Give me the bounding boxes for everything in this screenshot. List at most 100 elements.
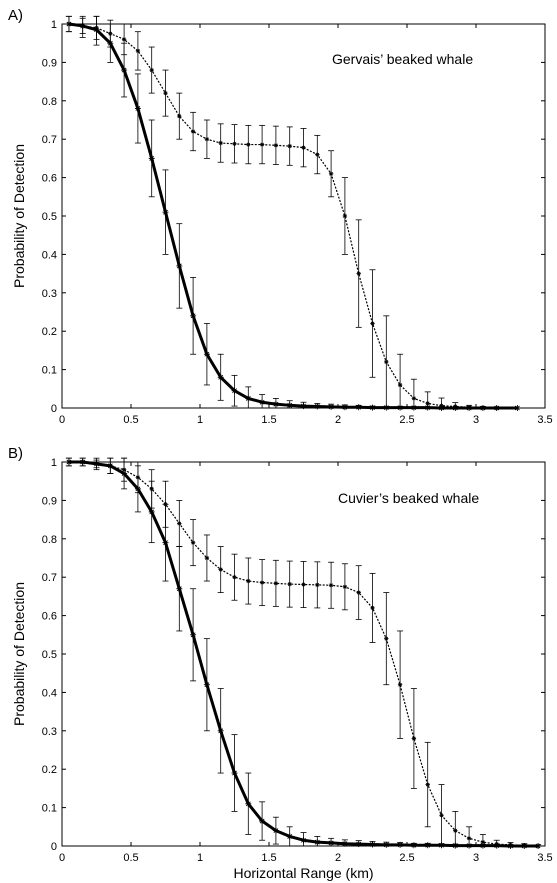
data-point — [245, 395, 252, 402]
data-point — [218, 567, 223, 572]
data-point — [466, 405, 472, 410]
data-point — [203, 351, 210, 358]
data-point — [370, 321, 375, 326]
series-line-dotted — [68, 23, 497, 409]
series-line-solid — [68, 22, 518, 410]
data-point — [287, 143, 292, 149]
x-tick-label: 1.5 — [261, 414, 276, 426]
data-point — [176, 585, 183, 592]
data-point — [163, 90, 168, 96]
data-point — [300, 403, 307, 410]
data-point — [149, 67, 154, 73]
data-point — [314, 403, 321, 410]
y-tick-label: 0.3 — [42, 288, 57, 300]
data-point — [232, 141, 237, 147]
y-tick-label: 0.1 — [42, 365, 57, 377]
data-point — [341, 404, 348, 411]
series-line-solid — [68, 460, 539, 848]
data-point — [410, 842, 417, 849]
data-point — [341, 840, 348, 847]
data-point — [370, 605, 375, 611]
series-2 — [65, 15, 500, 411]
data-point — [135, 475, 141, 480]
data-point — [246, 142, 251, 147]
data-point — [190, 129, 196, 134]
data-point — [121, 67, 128, 74]
data-point — [384, 359, 389, 365]
data-point — [301, 145, 306, 150]
data-point — [424, 842, 431, 849]
chart-panel-1: A) Gervais’ beaked whale 0 0.5 1 1.5 2 2.5 3 3.5 0… — [8, 7, 553, 426]
y-tick-label: 1 — [51, 457, 57, 469]
data-point — [355, 404, 362, 411]
data-point — [286, 402, 293, 409]
data-point — [328, 839, 335, 846]
data-point — [425, 401, 430, 406]
panel-label: B) — [8, 445, 23, 462]
data-point — [397, 382, 403, 388]
y-tick-label: 0.3 — [42, 726, 57, 738]
x-axis-label: Horizontal Range (km) — [233, 865, 373, 881]
data-point — [383, 841, 390, 848]
plot-frame — [61, 23, 546, 409]
data-point — [273, 581, 279, 586]
data-point — [231, 770, 238, 777]
y-tick-label: 0.5 — [42, 211, 57, 223]
y-tick-label: 0.6 — [42, 173, 57, 185]
data-point — [287, 581, 292, 587]
data-point — [453, 404, 458, 409]
data-point — [328, 403, 335, 410]
data-point — [204, 137, 210, 142]
x-tick-label: 1 — [197, 414, 203, 426]
y-tick-label: 0.9 — [42, 57, 57, 69]
series-1 — [65, 457, 542, 849]
y-axis-label: Probability of Detection — [11, 144, 27, 288]
data-point — [522, 843, 527, 848]
y-tick-label: 0 — [51, 403, 57, 415]
data-point — [259, 580, 265, 585]
data-point — [108, 463, 113, 469]
y-tick-label: 0.1 — [42, 803, 57, 815]
data-point — [232, 575, 237, 580]
y-tick-label: 0.6 — [42, 611, 57, 623]
data-point — [342, 213, 348, 219]
data-point — [218, 140, 223, 146]
data-point — [356, 271, 361, 276]
y-tick-label: 0.4 — [42, 687, 57, 699]
data-point — [163, 502, 168, 507]
data-point — [190, 540, 196, 545]
data-point — [480, 405, 486, 410]
data-point — [425, 782, 430, 787]
data-point — [246, 578, 251, 584]
data-point — [259, 142, 265, 147]
data-point — [80, 459, 85, 465]
y-tick-label: 0.5 — [42, 649, 57, 661]
series-2 — [65, 457, 542, 849]
y-tick-label: 0.2 — [42, 764, 57, 776]
data-point — [355, 841, 362, 848]
x-tick-label: 0 — [59, 414, 65, 426]
y-tick-label: 0.7 — [42, 134, 57, 146]
species-annotation: Cuvier’s beaked whale — [338, 490, 479, 506]
data-point — [204, 555, 210, 561]
data-point — [177, 113, 182, 119]
data-point — [342, 584, 348, 589]
x-tick-label: 0.5 — [123, 852, 138, 864]
data-point — [66, 21, 72, 27]
data-point — [328, 171, 334, 176]
data-point — [514, 405, 521, 411]
data-point — [315, 582, 320, 588]
data-point — [162, 539, 169, 546]
data-point — [108, 31, 113, 36]
data-point — [259, 399, 266, 406]
x-tick-label: 0.5 — [123, 414, 138, 426]
data-point — [439, 403, 444, 408]
plot-frame — [61, 461, 546, 847]
y-tick-label: 0.9 — [42, 495, 57, 507]
chart-panel-2: B) Cuvier’s beaked whale 0 0.5 1 1.5 2 2.5 3 3.5 0… — [8, 445, 553, 881]
data-point — [535, 843, 541, 849]
data-point — [494, 841, 499, 847]
panel-label: A) — [8, 7, 23, 24]
data-point — [94, 461, 99, 467]
